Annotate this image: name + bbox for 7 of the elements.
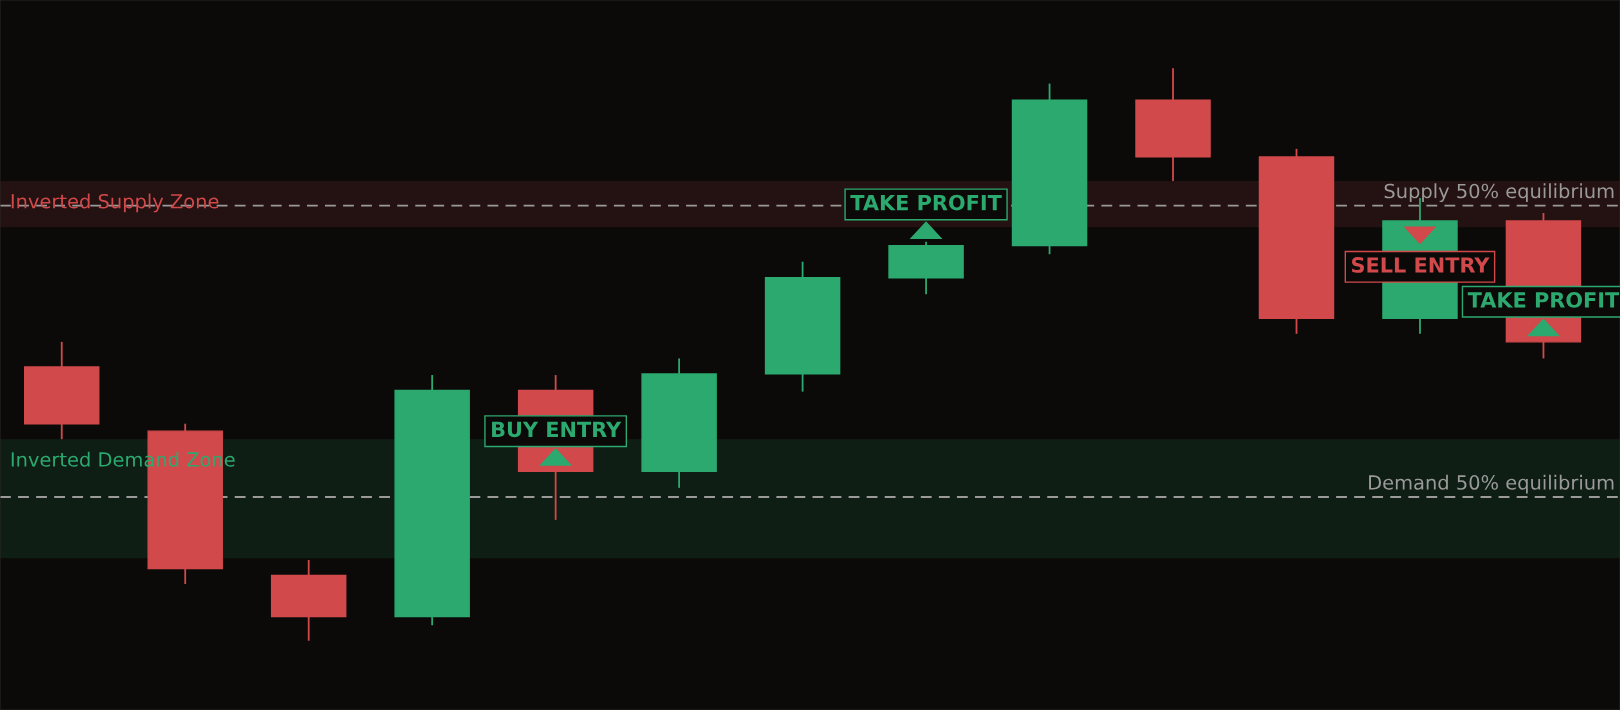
band-label: Inverted Supply Zone [11,193,219,213]
annotation: TAKE PROFIT [850,194,1002,211]
ref-line-label: Supply 50% equilibrium [1384,183,1614,203]
annotation: BUY ENTRY [492,421,622,438]
ref-line-label: Demand 50% equilibrium [1369,474,1614,494]
annotation: TAKE PROFIT [1467,292,1620,308]
annotation: SELL ENTRY [1352,257,1490,273]
